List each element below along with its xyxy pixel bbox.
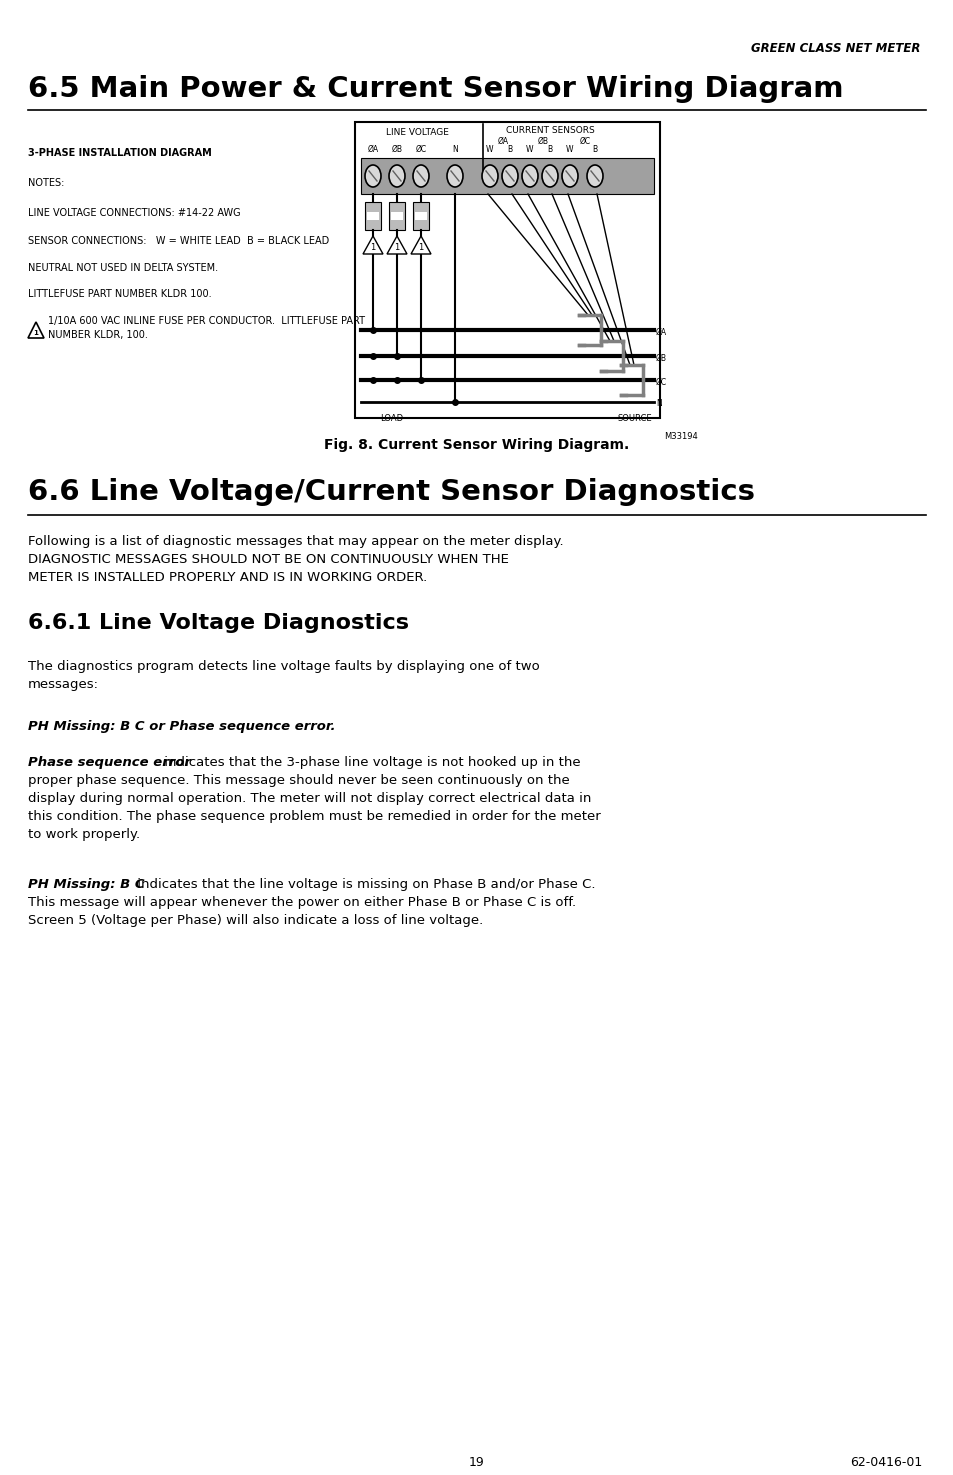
Ellipse shape bbox=[561, 165, 578, 187]
Text: GREEN CLASS NET METER: GREEN CLASS NET METER bbox=[750, 41, 919, 55]
Text: 6.6.1 Line Voltage Diagnostics: 6.6.1 Line Voltage Diagnostics bbox=[28, 614, 409, 633]
Text: CURRENT SENSORS: CURRENT SENSORS bbox=[505, 125, 594, 136]
Bar bbox=[413, 202, 429, 230]
Text: LITTLEFUSE PART NUMBER KLDR 100.: LITTLEFUSE PART NUMBER KLDR 100. bbox=[28, 289, 212, 299]
Bar bbox=[367, 212, 378, 220]
Text: ØA: ØA bbox=[497, 137, 508, 146]
Ellipse shape bbox=[389, 165, 405, 187]
Text: METER IS INSTALLED PROPERLY AND IS IN WORKING ORDER.: METER IS INSTALLED PROPERLY AND IS IN WO… bbox=[28, 571, 427, 584]
Bar bbox=[360, 158, 654, 195]
Text: LOAD: LOAD bbox=[379, 414, 403, 423]
Text: ØB: ØB bbox=[537, 137, 548, 146]
Text: SOURCE: SOURCE bbox=[617, 414, 651, 423]
Text: B: B bbox=[507, 145, 512, 153]
Text: Screen 5 (Voltage per Phase) will also indicate a loss of line voltage.: Screen 5 (Voltage per Phase) will also i… bbox=[28, 914, 483, 926]
Ellipse shape bbox=[501, 165, 517, 187]
Ellipse shape bbox=[586, 165, 602, 187]
Ellipse shape bbox=[521, 165, 537, 187]
Text: indicates that the 3-phase line voltage is not hooked up in the: indicates that the 3-phase line voltage … bbox=[160, 757, 580, 768]
Ellipse shape bbox=[413, 165, 429, 187]
Text: 1: 1 bbox=[418, 243, 423, 252]
Text: The diagnostics program detects line voltage faults by displaying one of two: The diagnostics program detects line vol… bbox=[28, 659, 539, 673]
Text: SENSOR CONNECTIONS:   W = WHITE LEAD  B = BLACK LEAD: SENSOR CONNECTIONS: W = WHITE LEAD B = B… bbox=[28, 236, 329, 246]
Text: ØC: ØC bbox=[578, 137, 590, 146]
Text: Phase sequence error: Phase sequence error bbox=[28, 757, 191, 768]
Ellipse shape bbox=[365, 165, 380, 187]
Text: 6.5 Main Power & Current Sensor Wiring Diagram: 6.5 Main Power & Current Sensor Wiring D… bbox=[28, 75, 842, 103]
Text: display during normal operation. The meter will not display correct electrical d: display during normal operation. The met… bbox=[28, 792, 591, 805]
Text: to work properly.: to work properly. bbox=[28, 827, 140, 841]
Bar bbox=[355, 122, 659, 417]
Text: ØA: ØA bbox=[367, 145, 378, 153]
Text: 1: 1 bbox=[33, 330, 38, 336]
Text: DIAGNOSTIC MESSAGES SHOULD NOT BE ON CONTINUOUSLY WHEN THE: DIAGNOSTIC MESSAGES SHOULD NOT BE ON CON… bbox=[28, 553, 508, 566]
Text: NEUTRAL NOT USED IN DELTA SYSTEM.: NEUTRAL NOT USED IN DELTA SYSTEM. bbox=[28, 263, 218, 273]
Polygon shape bbox=[28, 322, 44, 338]
Text: NOTES:: NOTES: bbox=[28, 178, 64, 187]
Text: This message will appear whenever the power on either Phase B or Phase C is off.: This message will appear whenever the po… bbox=[28, 895, 576, 909]
Text: ØB: ØB bbox=[391, 145, 402, 153]
Text: ØA: ØA bbox=[656, 327, 666, 336]
Text: N: N bbox=[452, 145, 457, 153]
Bar bbox=[365, 202, 380, 230]
Ellipse shape bbox=[447, 165, 462, 187]
Text: 1: 1 bbox=[370, 243, 375, 252]
Text: 1/10A 600 VAC INLINE FUSE PER CONDUCTOR.  LITTLEFUSE PART
NUMBER KLDR, 100.: 1/10A 600 VAC INLINE FUSE PER CONDUCTOR.… bbox=[48, 316, 365, 341]
Ellipse shape bbox=[541, 165, 558, 187]
Polygon shape bbox=[411, 236, 431, 254]
Text: ØC: ØC bbox=[656, 378, 666, 386]
Text: N: N bbox=[656, 400, 661, 409]
Text: Fig. 8. Current Sensor Wiring Diagram.: Fig. 8. Current Sensor Wiring Diagram. bbox=[324, 438, 629, 451]
Bar bbox=[415, 212, 427, 220]
Text: 1: 1 bbox=[394, 243, 399, 252]
Text: 6.6 Line Voltage/Current Sensor Diagnostics: 6.6 Line Voltage/Current Sensor Diagnost… bbox=[28, 478, 754, 506]
Text: this condition. The phase sequence problem must be remedied in order for the met: this condition. The phase sequence probl… bbox=[28, 810, 600, 823]
Ellipse shape bbox=[481, 165, 497, 187]
Text: W: W bbox=[526, 145, 533, 153]
Text: proper phase sequence. This message should never be seen continuously on the: proper phase sequence. This message shou… bbox=[28, 774, 569, 788]
Bar bbox=[389, 202, 405, 230]
Text: PH Missing: B C or Phase sequence error.: PH Missing: B C or Phase sequence error. bbox=[28, 720, 335, 733]
Polygon shape bbox=[387, 236, 407, 254]
Text: 3-PHASE INSTALLATION DIAGRAM: 3-PHASE INSTALLATION DIAGRAM bbox=[28, 148, 212, 158]
Text: W: W bbox=[486, 145, 494, 153]
Text: messages:: messages: bbox=[28, 678, 99, 690]
Bar bbox=[391, 212, 402, 220]
Text: LINE VOLTAGE CONNECTIONS: #14-22 AWG: LINE VOLTAGE CONNECTIONS: #14-22 AWG bbox=[28, 208, 240, 218]
Text: 19: 19 bbox=[469, 1456, 484, 1469]
Text: B: B bbox=[592, 145, 597, 153]
Text: 62-0416-01: 62-0416-01 bbox=[849, 1456, 921, 1469]
Text: PH Missing: B C: PH Missing: B C bbox=[28, 878, 145, 891]
Text: M33194: M33194 bbox=[663, 432, 697, 441]
Text: W: W bbox=[566, 145, 573, 153]
Text: Following is a list of diagnostic messages that may appear on the meter display.: Following is a list of diagnostic messag… bbox=[28, 535, 563, 549]
Text: LINE VOLTAGE: LINE VOLTAGE bbox=[385, 128, 448, 137]
Polygon shape bbox=[363, 236, 382, 254]
Text: ØB: ØB bbox=[656, 354, 666, 363]
Text: ØC: ØC bbox=[415, 145, 426, 153]
Text: B: B bbox=[547, 145, 552, 153]
Text: indicates that the line voltage is missing on Phase B and/or Phase C.: indicates that the line voltage is missi… bbox=[132, 878, 595, 891]
